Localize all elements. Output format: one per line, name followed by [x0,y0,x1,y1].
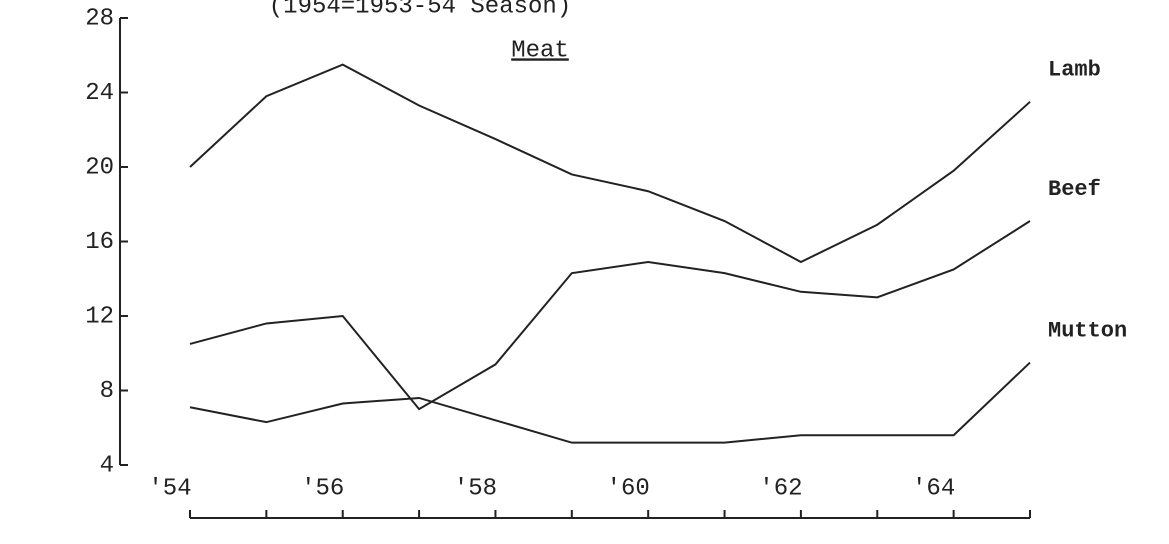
series-line [189,220,1031,411]
series-label: Mutton [1048,318,1127,343]
chart-subtitle: (1954=1953-54 Season) [269,0,571,20]
y-tick-label: 8 [100,378,114,405]
y-tick-label: 20 [85,154,114,181]
series-label: Beef [1048,177,1101,202]
x-tick-label: '62 [759,475,802,502]
x-tick-label: '64 [912,475,955,502]
x-tick-label: '58 [454,475,497,502]
series-line [189,361,1031,444]
x-tick-label: '60 [607,475,650,502]
series-label: Lamb [1048,58,1101,83]
y-tick-label: 24 [85,80,114,107]
y-tick-label: 4 [100,452,114,479]
x-tick-label: '56 [301,475,344,502]
y-tick-label: 28 [85,5,114,32]
chart-title: Meat [511,37,569,64]
y-tick-label: 16 [85,229,114,256]
y-tick-label: 12 [85,303,114,330]
x-tick-label: '54 [148,475,191,502]
series-line [189,63,1031,264]
